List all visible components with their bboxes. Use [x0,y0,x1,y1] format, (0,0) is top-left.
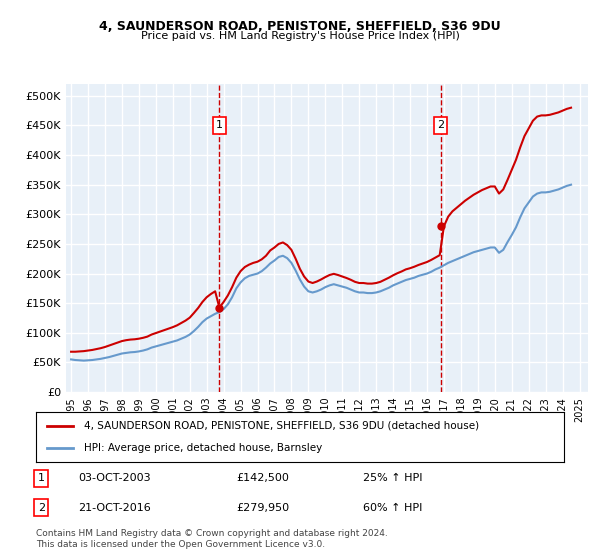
Text: HPI: Average price, detached house, Barnsley: HPI: Average price, detached house, Barn… [83,443,322,453]
Text: 4, SAUNDERSON ROAD, PENISTONE, SHEFFIELD, S36 9DU: 4, SAUNDERSON ROAD, PENISTONE, SHEFFIELD… [99,20,501,32]
Text: £279,950: £279,950 [236,503,290,513]
Text: £142,500: £142,500 [236,473,290,483]
Text: 60% ↑ HPI: 60% ↑ HPI [364,503,423,513]
Text: 1: 1 [216,120,223,130]
Text: 4, SAUNDERSON ROAD, PENISTONE, SHEFFIELD, S36 9DU (detached house): 4, SAUNDERSON ROAD, PENISTONE, SHEFFIELD… [83,421,479,431]
Text: Contains HM Land Registry data © Crown copyright and database right 2024.
This d: Contains HM Land Registry data © Crown c… [36,529,388,549]
Text: 2: 2 [38,503,45,513]
Text: 25% ↑ HPI: 25% ↑ HPI [364,473,423,483]
Text: 1: 1 [38,473,45,483]
Text: 03-OCT-2003: 03-OCT-2003 [78,473,151,483]
Text: 2: 2 [437,120,444,130]
Text: Price paid vs. HM Land Registry's House Price Index (HPI): Price paid vs. HM Land Registry's House … [140,31,460,41]
Text: 21-OCT-2016: 21-OCT-2016 [78,503,151,513]
